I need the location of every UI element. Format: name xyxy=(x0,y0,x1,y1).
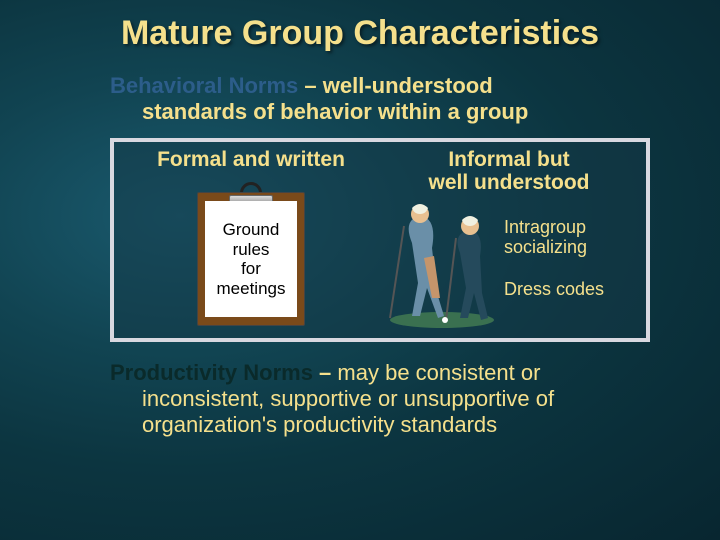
productivity-norms-block: Productivity Norms – may be consistent o… xyxy=(110,360,650,437)
label-intragroup: Intragroup socializing xyxy=(504,218,634,258)
behavioral-def-2: standards of behavior within a group xyxy=(110,99,650,124)
golfers-graphic xyxy=(382,198,502,328)
golfer-front-icon xyxy=(442,216,488,323)
right-column-header: Informal but well understood xyxy=(380,148,638,194)
behavioral-term: Behavioral Norms xyxy=(110,73,298,98)
productivity-def-3: organization's productivity standards xyxy=(110,412,650,437)
productivity-term: Productivity Norms xyxy=(110,360,313,385)
clipboard-graphic: Ground rules for meetings xyxy=(197,192,305,326)
clipboard-paper: Ground rules for meetings xyxy=(205,201,297,317)
right-header-l2: well understood xyxy=(428,171,589,194)
slide-title: Mature Group Characteristics xyxy=(0,0,720,53)
norms-box: Formal and written Ground rules for meet… xyxy=(110,138,650,342)
dash-2: – xyxy=(313,360,337,385)
clipboard-line-3: for xyxy=(241,259,261,279)
behavioral-def-1: well-understood xyxy=(323,73,493,98)
behavioral-norms-block: Behavioral Norms – well-understood stand… xyxy=(110,73,650,124)
label-dress-codes: Dress codes xyxy=(504,280,634,300)
left-column-header: Formal and written xyxy=(122,148,380,171)
clipboard-line-2: rules xyxy=(233,240,270,260)
productivity-def-1: may be consistent or xyxy=(337,360,540,385)
left-column: Formal and written Ground rules for meet… xyxy=(122,148,380,330)
clipboard-line-1: Ground xyxy=(223,220,280,240)
label-intragroup-l1: Intragroup xyxy=(504,217,586,237)
label-intragroup-l2: socializing xyxy=(504,237,587,257)
right-labels: Intragroup socializing Dress codes xyxy=(504,218,634,321)
right-column: Informal but well understood xyxy=(380,148,638,330)
content-area: Behavioral Norms – well-understood stand… xyxy=(0,53,720,437)
right-header-l1: Informal but xyxy=(448,148,569,171)
dash: – xyxy=(298,73,322,98)
clipboard-line-4: meetings xyxy=(217,279,286,299)
productivity-def-2: inconsistent, supportive or unsupportive… xyxy=(110,386,650,411)
golfer-back-icon xyxy=(390,204,444,318)
clipboard-back: Ground rules for meetings xyxy=(197,192,305,326)
